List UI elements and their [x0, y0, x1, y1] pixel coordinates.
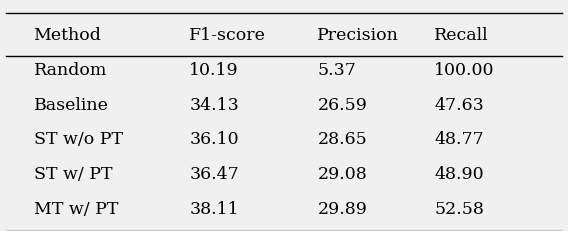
Text: 29.89: 29.89 — [318, 201, 367, 217]
Text: Method: Method — [34, 27, 101, 44]
Text: 48.77: 48.77 — [435, 131, 484, 148]
Text: 36.10: 36.10 — [189, 131, 239, 148]
Text: 29.08: 29.08 — [318, 166, 367, 182]
Text: Precision: Precision — [318, 27, 399, 44]
Text: F1-score: F1-score — [189, 27, 266, 44]
Text: 48.90: 48.90 — [435, 166, 484, 182]
Text: Recall: Recall — [435, 27, 489, 44]
Text: MT w/ PT: MT w/ PT — [34, 201, 118, 217]
Text: 38.11: 38.11 — [189, 201, 239, 217]
Text: 5.37: 5.37 — [318, 61, 356, 78]
Text: Baseline: Baseline — [34, 96, 108, 113]
Text: 100.00: 100.00 — [435, 61, 495, 78]
Text: 28.65: 28.65 — [318, 131, 367, 148]
Text: ST w/o PT: ST w/o PT — [34, 131, 123, 148]
Text: 34.13: 34.13 — [189, 96, 239, 113]
Text: ST w/ PT: ST w/ PT — [34, 166, 112, 182]
Text: 10.19: 10.19 — [189, 61, 239, 78]
Text: 47.63: 47.63 — [435, 96, 484, 113]
Text: 26.59: 26.59 — [318, 96, 367, 113]
Text: 36.47: 36.47 — [189, 166, 239, 182]
Text: Random: Random — [34, 61, 107, 78]
Text: 52.58: 52.58 — [435, 201, 484, 217]
